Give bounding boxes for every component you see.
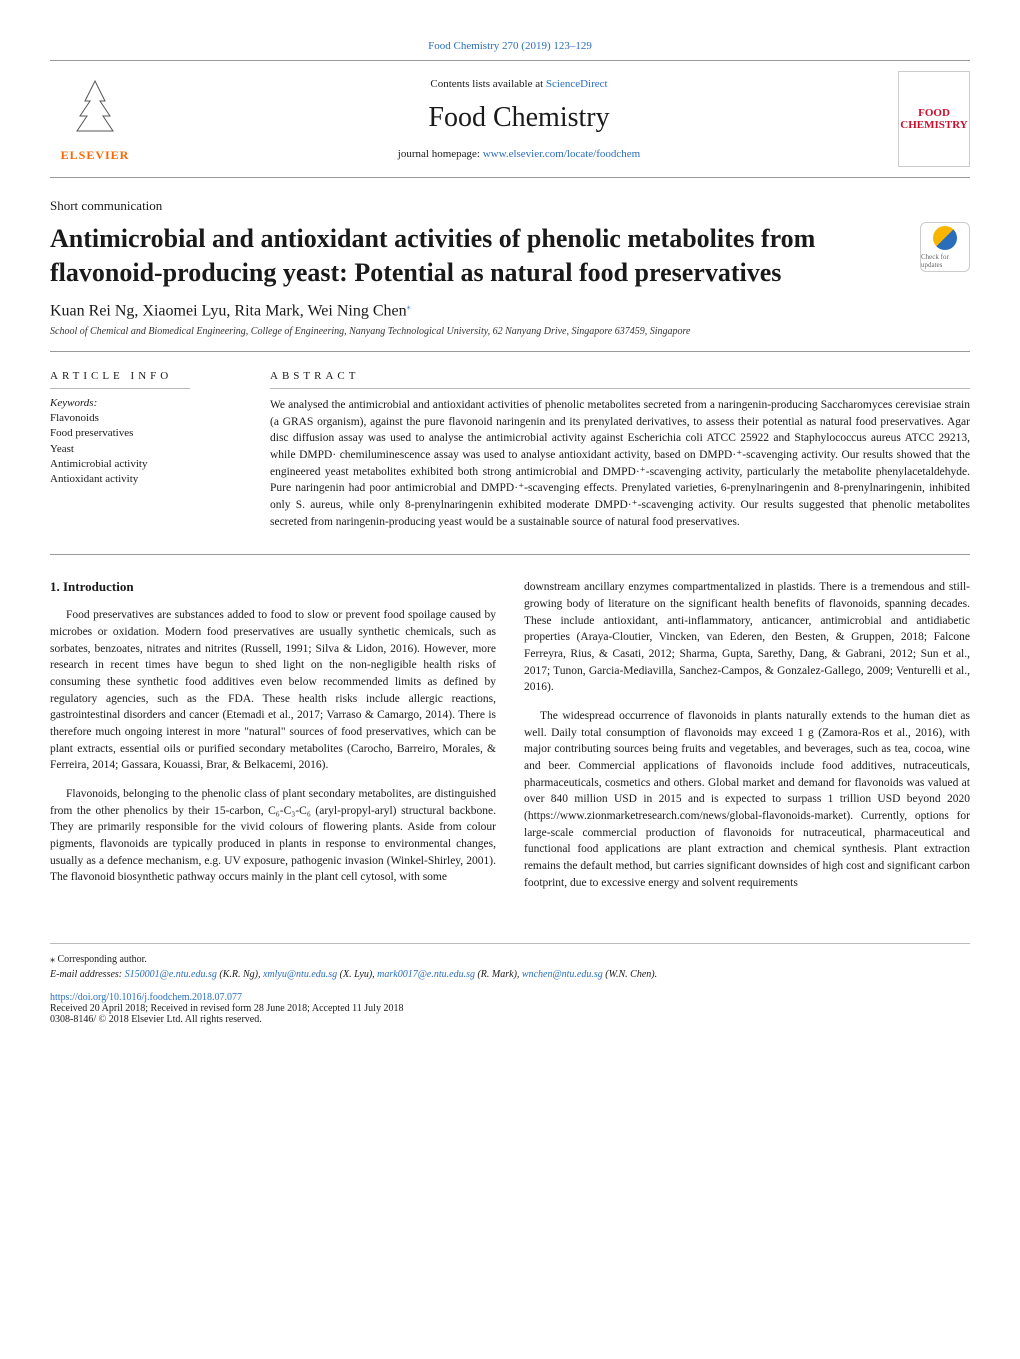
journal-header: ELSEVIER Contents lists available at Sci… [50,60,970,178]
journal-citation[interactable]: Food Chemistry 270 (2019) 123–129 [50,40,970,52]
email-name: (W.N. Chen). [603,969,657,980]
authors-list: Kuan Rei Ng, Xiaomei Lyu, Rita Mark, Wei… [50,302,407,319]
homepage-prefix: journal homepage: [398,148,483,160]
keywords-label: Keywords: [50,397,242,409]
info-abstract-row: ARTICLE INFO Keywords: Flavonoids Food p… [50,351,970,530]
email-link[interactable]: xmlyu@ntu.edu.sg [263,969,337,980]
issn-copyright: 0308-8146/ © 2018 Elsevier Ltd. All righ… [50,1014,970,1025]
email-name: (R. Mark), [475,969,522,980]
journal-cover[interactable]: FOOD CHEMISTRY [898,71,970,167]
keyword: Antioxidant activity [50,472,242,487]
doi-link[interactable]: https://doi.org/10.1016/j.foodchem.2018.… [50,992,242,1003]
info-divider [50,388,190,389]
title-row: Antimicrobial and antioxidant activities… [50,222,970,302]
email-name: (X. Lyu), [337,969,377,980]
abstract-column: ABSTRACT We analysed the antimicrobial a… [270,370,970,530]
right-column: downstream ancillary enzymes compartment… [524,579,970,903]
body-paragraph: downstream ancillary enzymes compartment… [524,579,970,696]
abstract-heading: ABSTRACT [270,370,970,382]
email-addresses: E-mail addresses: S150001@e.ntu.edu.sg (… [50,969,970,980]
body-paragraph: Flavonoids, belonging to the phenolic cl… [50,786,496,886]
email-link[interactable]: S150001@e.ntu.edu.sg [125,969,217,980]
email-link[interactable]: wnchen@ntu.edu.sg [522,969,603,980]
homepage-link[interactable]: www.elsevier.com/locate/foodchem [483,148,641,160]
contents-prefix: Contents lists available at [430,78,545,90]
received-dates: Received 20 April 2018; Received in revi… [50,1003,970,1014]
main-divider [50,554,970,555]
article-title: Antimicrobial and antioxidant activities… [50,222,900,290]
homepage-line: journal homepage: www.elsevier.com/locat… [140,148,898,160]
header-center: Contents lists available at ScienceDirec… [140,78,898,160]
corresponding-author: ⁎ Corresponding author. [50,954,970,965]
abstract-divider [270,388,970,389]
abstract-text: We analysed the antimicrobial and antiox… [270,397,970,530]
contents-line: Contents lists available at ScienceDirec… [140,78,898,90]
article-info-heading: ARTICLE INFO [50,370,242,382]
elsevier-name: ELSEVIER [61,148,130,163]
affiliation: School of Chemical and Biomedical Engine… [50,326,970,337]
journal-title: Food Chemistry [140,102,898,134]
check-updates-label: Check for updates [921,253,969,269]
cover-food: FOOD [918,107,950,119]
check-updates-badge[interactable]: Check for updates [920,222,970,272]
body-paragraph: Food preservatives are substances added … [50,607,496,774]
doi: https://doi.org/10.1016/j.foodchem.2018.… [50,992,970,1003]
check-updates-icon [933,226,957,250]
body-paragraph: The widespread occurrence of flavonoids … [524,708,970,891]
authors: Kuan Rei Ng, Xiaomei Lyu, Rita Mark, Wei… [50,302,970,320]
keyword: Food preservatives [50,426,242,441]
article-info: ARTICLE INFO Keywords: Flavonoids Food p… [50,370,270,530]
keyword: Flavonoids [50,411,242,426]
article-type: Short communication [50,198,970,214]
elsevier-logo[interactable]: ELSEVIER [50,69,140,169]
introduction-heading: 1. Introduction [50,579,496,595]
body-columns: 1. Introduction Food preservatives are s… [50,579,970,903]
email-link[interactable]: mark0017@e.ntu.edu.sg [377,969,475,980]
email-label: E-mail addresses: [50,969,125,980]
left-column: 1. Introduction Food preservatives are s… [50,579,496,903]
sciencedirect-link[interactable]: ScienceDirect [546,78,608,90]
footer: ⁎ Corresponding author. E-mail addresses… [50,943,970,1025]
email-name: (K.R. Ng), [217,969,263,980]
cover-chemistry: CHEMISTRY [900,119,967,131]
keyword: Antimicrobial activity [50,457,242,472]
keyword: Yeast [50,442,242,457]
elsevier-tree-icon [65,76,125,148]
corresponding-mark[interactable]: ⁎ [407,302,411,311]
